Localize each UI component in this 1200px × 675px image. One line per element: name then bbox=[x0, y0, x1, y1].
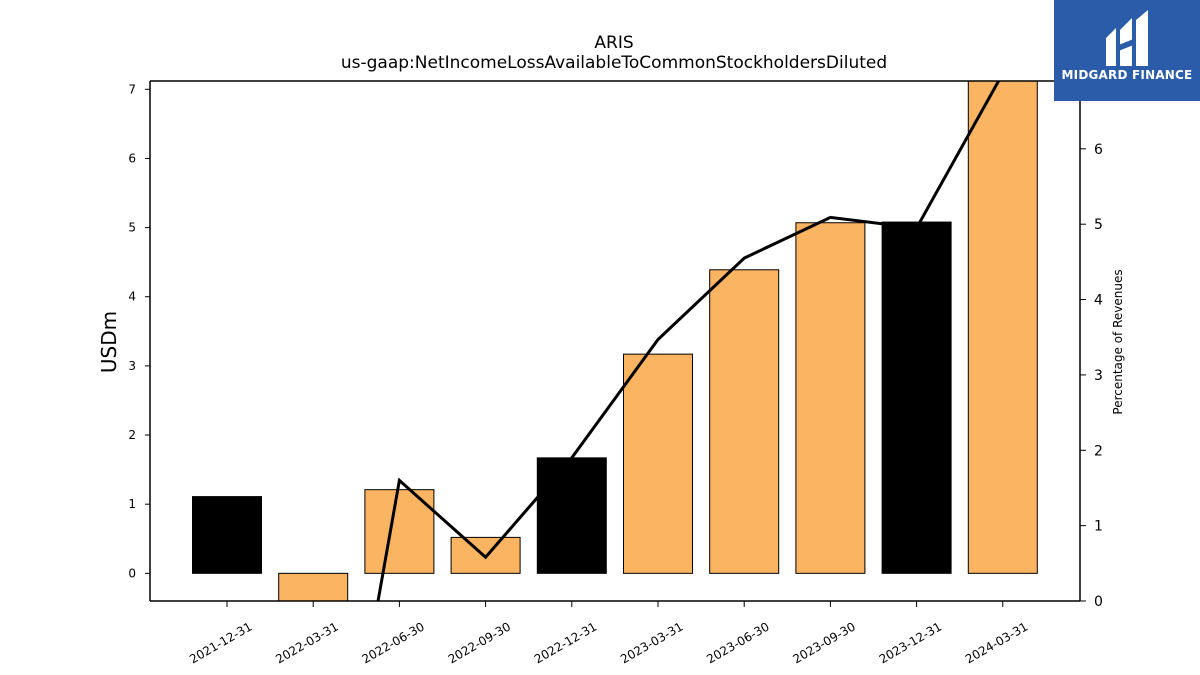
y-axis-right-label: Percentage of Revenues bbox=[1111, 269, 1125, 414]
y-tick-label: 2 bbox=[128, 428, 136, 442]
x-tick-label: 2023-06-30 bbox=[704, 619, 771, 666]
bar bbox=[967, 80, 1038, 574]
y-right-tick-label: 1 bbox=[1094, 519, 1103, 535]
x-tick-label: 2021-12-31 bbox=[187, 619, 254, 666]
bar bbox=[536, 457, 607, 574]
bar bbox=[709, 269, 780, 574]
x-tick-label: 2024-03-31 bbox=[963, 619, 1030, 666]
bar bbox=[278, 572, 349, 602]
y-tick-label: 1 bbox=[128, 497, 136, 511]
bar bbox=[623, 353, 693, 574]
y-axis-label: USDm bbox=[97, 311, 121, 373]
logo-text: MIDGARD FINANCE bbox=[1061, 68, 1193, 82]
y-right-tick-label: 3 bbox=[1094, 368, 1103, 384]
y-right-tick-label: 6 bbox=[1094, 142, 1103, 158]
y-tick-label: 7 bbox=[128, 82, 136, 96]
y-tick-label: 0 bbox=[128, 566, 136, 580]
y-right-tick-label: 4 bbox=[1094, 293, 1103, 309]
bar bbox=[364, 489, 435, 574]
bar bbox=[881, 221, 952, 574]
chart-title: ARIS bbox=[594, 33, 633, 53]
bar bbox=[795, 222, 866, 574]
x-tick-label: 2022-03-31 bbox=[273, 619, 340, 666]
plot-area: 0 1 2 3 4 5 6 7 0 1 2 3 4 5 6 2021-12-31 2022-03-31 2022-… bbox=[128, 80, 1103, 666]
x-tick-label: 2022-12-31 bbox=[532, 619, 599, 666]
x-tick-label: 2022-09-30 bbox=[446, 619, 513, 666]
x-tick-label: 2023-09-30 bbox=[790, 619, 857, 666]
y-tick-label: 4 bbox=[128, 290, 136, 304]
y-right-tick-label: 0 bbox=[1094, 594, 1103, 610]
midgard-finance-logo: MIDGARD FINANCE bbox=[1054, 0, 1200, 101]
logo-mark-icon bbox=[1106, 10, 1148, 66]
y-right-tick-label: 2 bbox=[1094, 443, 1103, 459]
series-line bbox=[376, 81, 1001, 601]
x-tick-label: 2022-06-30 bbox=[359, 619, 426, 666]
y-tick-label: 6 bbox=[128, 151, 136, 165]
x-tick-label: 2023-03-31 bbox=[618, 619, 685, 666]
y-right-tick-label: 5 bbox=[1094, 217, 1103, 233]
bar bbox=[192, 496, 262, 574]
y-tick-label: 5 bbox=[128, 221, 136, 235]
y-tick-label: 3 bbox=[128, 359, 136, 373]
chart-subtitle: us-gaap:NetIncomeLossAvailableToCommonSt… bbox=[341, 53, 887, 73]
x-tick-label: 2023-12-31 bbox=[877, 619, 944, 666]
